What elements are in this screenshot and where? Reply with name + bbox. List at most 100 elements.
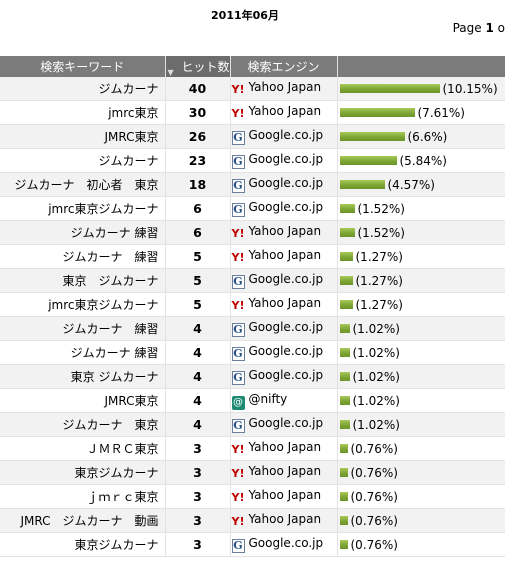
- share-percent: (4.57%): [387, 177, 435, 192]
- hits-cell: 5: [165, 244, 231, 269]
- keyword-stats-table: 検索キーワード ▼ ヒット数 検索エンジン ジムカーナ 40 Y! Yahoo Jap…: [0, 56, 505, 557]
- engine-name: Google.co.jp: [248, 344, 324, 358]
- google-logo-icon: G: [231, 275, 245, 289]
- keyword-cell[interactable]: jmrc東京: [0, 100, 166, 125]
- engine-cell: Y! Yahoo Japan: [230, 77, 338, 101]
- keyword-cell[interactable]: jmrc東京ジムカーナ: [0, 196, 166, 221]
- keyword-cell[interactable]: 東京 ジムカーナ: [0, 364, 166, 389]
- table-row: 東京 ジムカーナ 4 G Google.co.jp (1.02%): [0, 364, 505, 389]
- table-row: ジムカーナ 練習 4 G Google.co.jp (1.02%): [0, 316, 505, 341]
- table-row: ジムカーナ 40 Y! Yahoo Japan (10.15%): [0, 77, 505, 101]
- keyword-cell[interactable]: ｊｍｒｃ東京: [0, 484, 166, 509]
- engine-cell: Y! Yahoo Japan: [230, 460, 338, 485]
- keyword-cell[interactable]: ジムカーナ 東京: [0, 412, 166, 437]
- hits-cell: 6: [165, 220, 231, 245]
- engine-cell: G Google.co.jp: [230, 316, 338, 341]
- share-bar: [339, 492, 348, 502]
- keyword-cell[interactable]: ジムカーナ 練習: [0, 316, 166, 341]
- share-bar: [339, 540, 348, 550]
- keyword-cell[interactable]: ジムカーナ: [0, 148, 166, 173]
- keyword-cell[interactable]: JMRC東京: [0, 124, 166, 149]
- hits-cell: 30: [165, 100, 231, 125]
- table-row: jmrc東京 30 Y! Yahoo Japan (7.61%): [0, 100, 505, 125]
- table-row: ジムカーナ 23 G Google.co.jp (5.84%): [0, 148, 505, 173]
- share-cell: (1.02%): [337, 412, 505, 437]
- share-cell: (0.76%): [337, 460, 505, 485]
- share-percent: (0.76%): [350, 489, 398, 504]
- hits-cell: 6: [165, 196, 231, 221]
- share-cell: (0.76%): [337, 484, 505, 509]
- share-cell: (1.27%): [337, 292, 505, 317]
- hits-cell: 40: [165, 77, 231, 101]
- share-percent: (0.76%): [350, 465, 398, 480]
- share-cell: (0.76%): [337, 436, 505, 461]
- yahoo-logo-icon: Y!: [231, 83, 245, 96]
- engine-name: Google.co.jp: [248, 272, 324, 286]
- keyword-cell[interactable]: ジムカーナ 練習: [0, 244, 166, 269]
- share-percent: (6.6%): [407, 129, 448, 144]
- share-cell: (6.6%): [337, 124, 505, 149]
- keyword-cell[interactable]: ジムカーナ 初心者 東京: [0, 172, 166, 197]
- keyword-cell[interactable]: ジムカーナ 練習: [0, 340, 166, 365]
- share-bar: [339, 276, 353, 286]
- table-row: ジムカーナ 初心者 東京 18 G Google.co.jp (4.57%): [0, 172, 505, 197]
- share-percent: (0.76%): [350, 537, 398, 552]
- google-logo-icon: G: [231, 179, 245, 193]
- engine-name: Google.co.jp: [248, 152, 324, 166]
- hits-cell: 23: [165, 148, 231, 173]
- keyword-cell[interactable]: ジムカーナ: [0, 77, 166, 101]
- engine-cell: G Google.co.jp: [230, 412, 338, 437]
- share-bar: [339, 108, 415, 118]
- table-row: JMRC ジムカーナ 動画 3 Y! Yahoo Japan (0.76%): [0, 508, 505, 533]
- share-cell: (1.02%): [337, 388, 505, 413]
- engine-name: Yahoo Japan: [248, 488, 322, 502]
- hits-cell: 3: [165, 460, 231, 485]
- engine-name: Yahoo Japan: [248, 224, 322, 238]
- column-header-keyword[interactable]: 検索キーワード: [0, 56, 166, 77]
- share-cell: (1.52%): [337, 220, 505, 245]
- engine-name: Yahoo Japan: [248, 248, 322, 262]
- engine-cell: Y! Yahoo Japan: [230, 508, 338, 533]
- pager-current-page[interactable]: 1: [485, 21, 494, 35]
- keyword-cell[interactable]: JMRC東京: [0, 388, 166, 413]
- keyword-cell[interactable]: ＪＭＲＣ東京: [0, 436, 166, 461]
- yahoo-logo-icon: Y!: [231, 227, 245, 240]
- share-bar: [339, 156, 397, 166]
- engine-cell: G Google.co.jp: [230, 268, 338, 293]
- share-percent: (1.52%): [357, 201, 405, 216]
- share-percent: (1.52%): [357, 225, 405, 240]
- share-percent: (7.61%): [417, 105, 465, 120]
- keyword-cell[interactable]: JMRC ジムカーナ 動画: [0, 508, 166, 533]
- column-header-engine[interactable]: 検索エンジン: [230, 56, 338, 77]
- share-percent: (1.02%): [352, 345, 400, 360]
- table-row: ＪＭＲＣ東京 3 Y! Yahoo Japan (0.76%): [0, 436, 505, 461]
- table-row: JMRC東京 4 @ @nifty (1.02%): [0, 388, 505, 413]
- share-bar: [339, 516, 348, 526]
- share-percent: (1.02%): [352, 393, 400, 408]
- keyword-cell[interactable]: ジムカーナ 練習: [0, 220, 166, 245]
- table-row: ジムカーナ 東京 4 G Google.co.jp (1.02%): [0, 412, 505, 437]
- report-title: 2011年06月: [211, 9, 279, 22]
- engine-cell: Y! Yahoo Japan: [230, 244, 338, 269]
- engine-name: Yahoo Japan: [248, 512, 322, 526]
- keyword-cell[interactable]: 東京ジムカーナ: [0, 460, 166, 485]
- share-cell: (1.02%): [337, 364, 505, 389]
- share-percent: (1.27%): [355, 249, 403, 264]
- engine-name: Yahoo Japan: [248, 104, 322, 118]
- yahoo-logo-icon: Y!: [231, 467, 245, 480]
- engine-cell: G Google.co.jp: [230, 148, 338, 173]
- share-bar: [339, 372, 350, 382]
- share-cell: (1.27%): [337, 268, 505, 293]
- yahoo-logo-icon: Y!: [231, 443, 245, 456]
- keyword-cell[interactable]: 東京 ジムカーナ: [0, 268, 166, 293]
- engine-name: Google.co.jp: [248, 536, 324, 550]
- keyword-cell[interactable]: jmrc東京ジムカーナ: [0, 292, 166, 317]
- sort-descending-icon: ▼: [167, 68, 174, 77]
- keyword-cell[interactable]: 東京ジムカーナ: [0, 532, 166, 557]
- engine-name: Yahoo Japan: [248, 296, 322, 310]
- column-header-hits-label: ヒット数: [181, 60, 230, 74]
- share-bar: [339, 324, 350, 334]
- table-row: jmrc東京ジムカーナ 5 Y! Yahoo Japan (1.27%): [0, 292, 505, 317]
- share-bar: [339, 252, 353, 262]
- column-header-hits[interactable]: ▼ ヒット数: [165, 56, 231, 77]
